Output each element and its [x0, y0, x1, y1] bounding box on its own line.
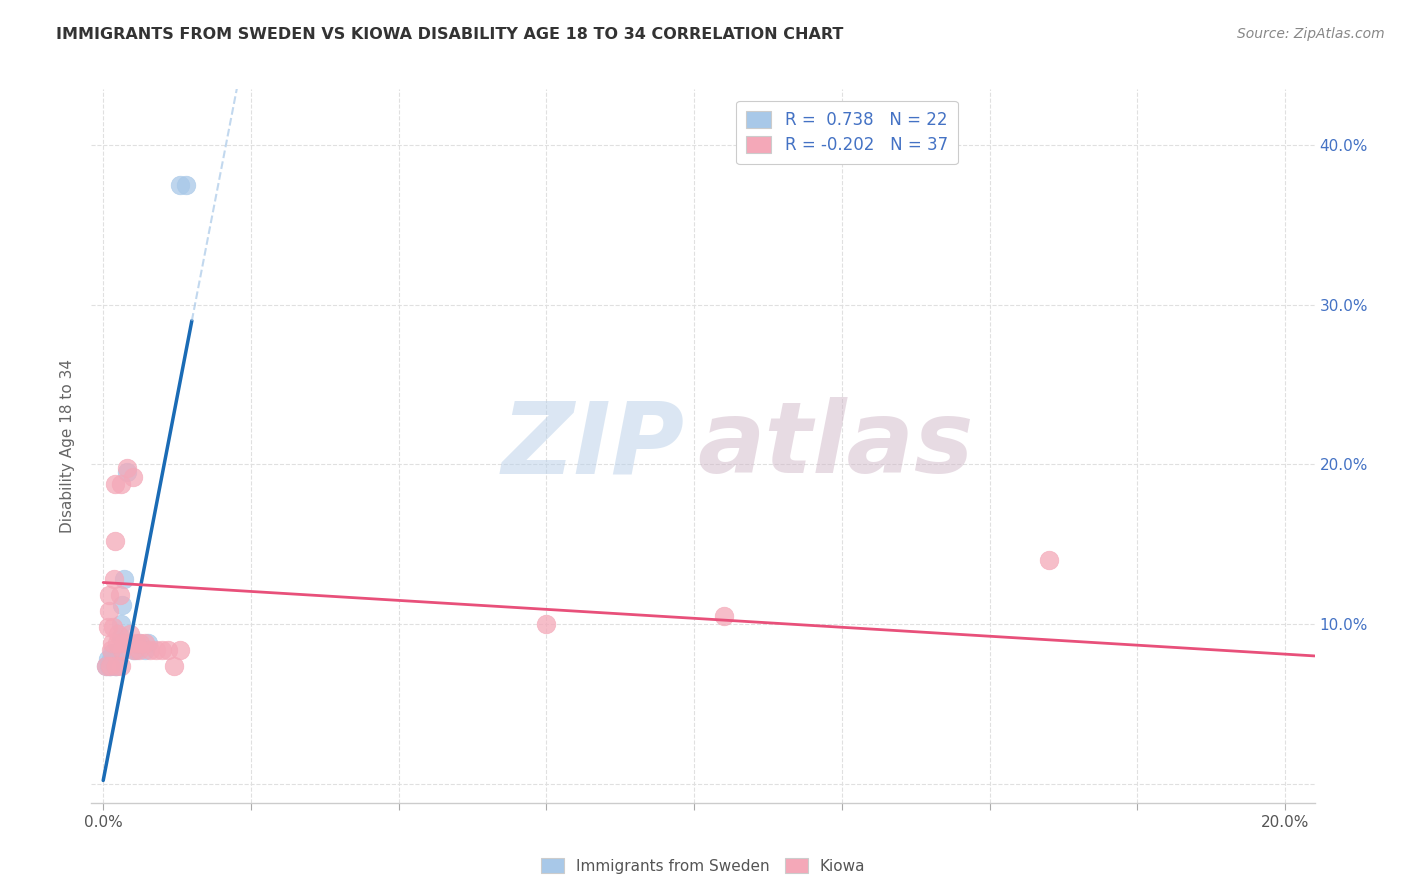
Point: [128, 642, 150, 657]
Text: atlas: atlas: [697, 398, 973, 494]
Point: [111, 598, 134, 612]
Point: [97, 652, 120, 666]
Point: [103, 572, 125, 586]
Point: [125, 636, 148, 650]
Point: [107, 626, 129, 640]
Point: [136, 636, 159, 650]
Point: [105, 658, 128, 673]
Point: [110, 630, 132, 644]
Point: [713, 609, 735, 624]
Point: [112, 636, 135, 650]
Y-axis label: Disability Age 18 to 34: Disability Age 18 to 34: [60, 359, 76, 533]
Point: [104, 658, 127, 673]
Point: [118, 626, 141, 640]
Point: [122, 642, 145, 657]
Point: [121, 470, 143, 484]
Point: [128, 636, 150, 650]
Point: [125, 642, 148, 657]
Point: [108, 588, 131, 602]
Point: [97, 620, 120, 634]
Point: [100, 652, 122, 666]
Point: [98, 658, 121, 673]
Point: [104, 533, 127, 548]
Text: IMMIGRANTS FROM SWEDEN VS KIOWA DISABILITY AGE 18 TO 34 CORRELATION CHART: IMMIGRANTS FROM SWEDEN VS KIOWA DISABILI…: [56, 27, 844, 42]
Text: ZIP: ZIP: [502, 398, 685, 494]
Point: [117, 636, 139, 650]
Point: [157, 642, 180, 657]
Point: [169, 178, 191, 192]
Point: [139, 642, 162, 657]
Point: [111, 642, 134, 657]
Point: [1038, 553, 1060, 567]
Point: [150, 642, 173, 657]
Point: [163, 658, 186, 673]
Point: [105, 636, 128, 650]
Point: [128, 636, 150, 650]
Point: [112, 572, 135, 586]
Point: [97, 604, 120, 618]
Point: [101, 620, 124, 634]
Point: [134, 642, 156, 657]
Point: [536, 617, 558, 632]
Point: [98, 658, 121, 673]
Point: [169, 642, 191, 657]
Point: [134, 636, 156, 650]
Point: [110, 476, 132, 491]
Point: [101, 636, 124, 650]
Point: [105, 658, 128, 673]
Legend: Immigrants from Sweden, Kiowa: Immigrants from Sweden, Kiowa: [534, 852, 872, 880]
Point: [96, 658, 118, 673]
Point: [145, 642, 167, 657]
Point: [104, 476, 127, 491]
Legend: R =  0.738   N = 22, R = -0.202   N = 37: R = 0.738 N = 22, R = -0.202 N = 37: [737, 101, 957, 164]
Text: Source: ZipAtlas.com: Source: ZipAtlas.com: [1237, 27, 1385, 41]
Point: [105, 652, 128, 666]
Point: [115, 460, 138, 475]
Point: [174, 178, 197, 192]
Point: [110, 658, 132, 673]
Point: [98, 588, 121, 602]
Point: [115, 466, 138, 480]
Point: [104, 652, 127, 666]
Point: [101, 646, 124, 660]
Point: [110, 617, 132, 632]
Point: [96, 658, 118, 673]
Point: [121, 642, 143, 657]
Point: [98, 658, 121, 673]
Point: [100, 642, 122, 657]
